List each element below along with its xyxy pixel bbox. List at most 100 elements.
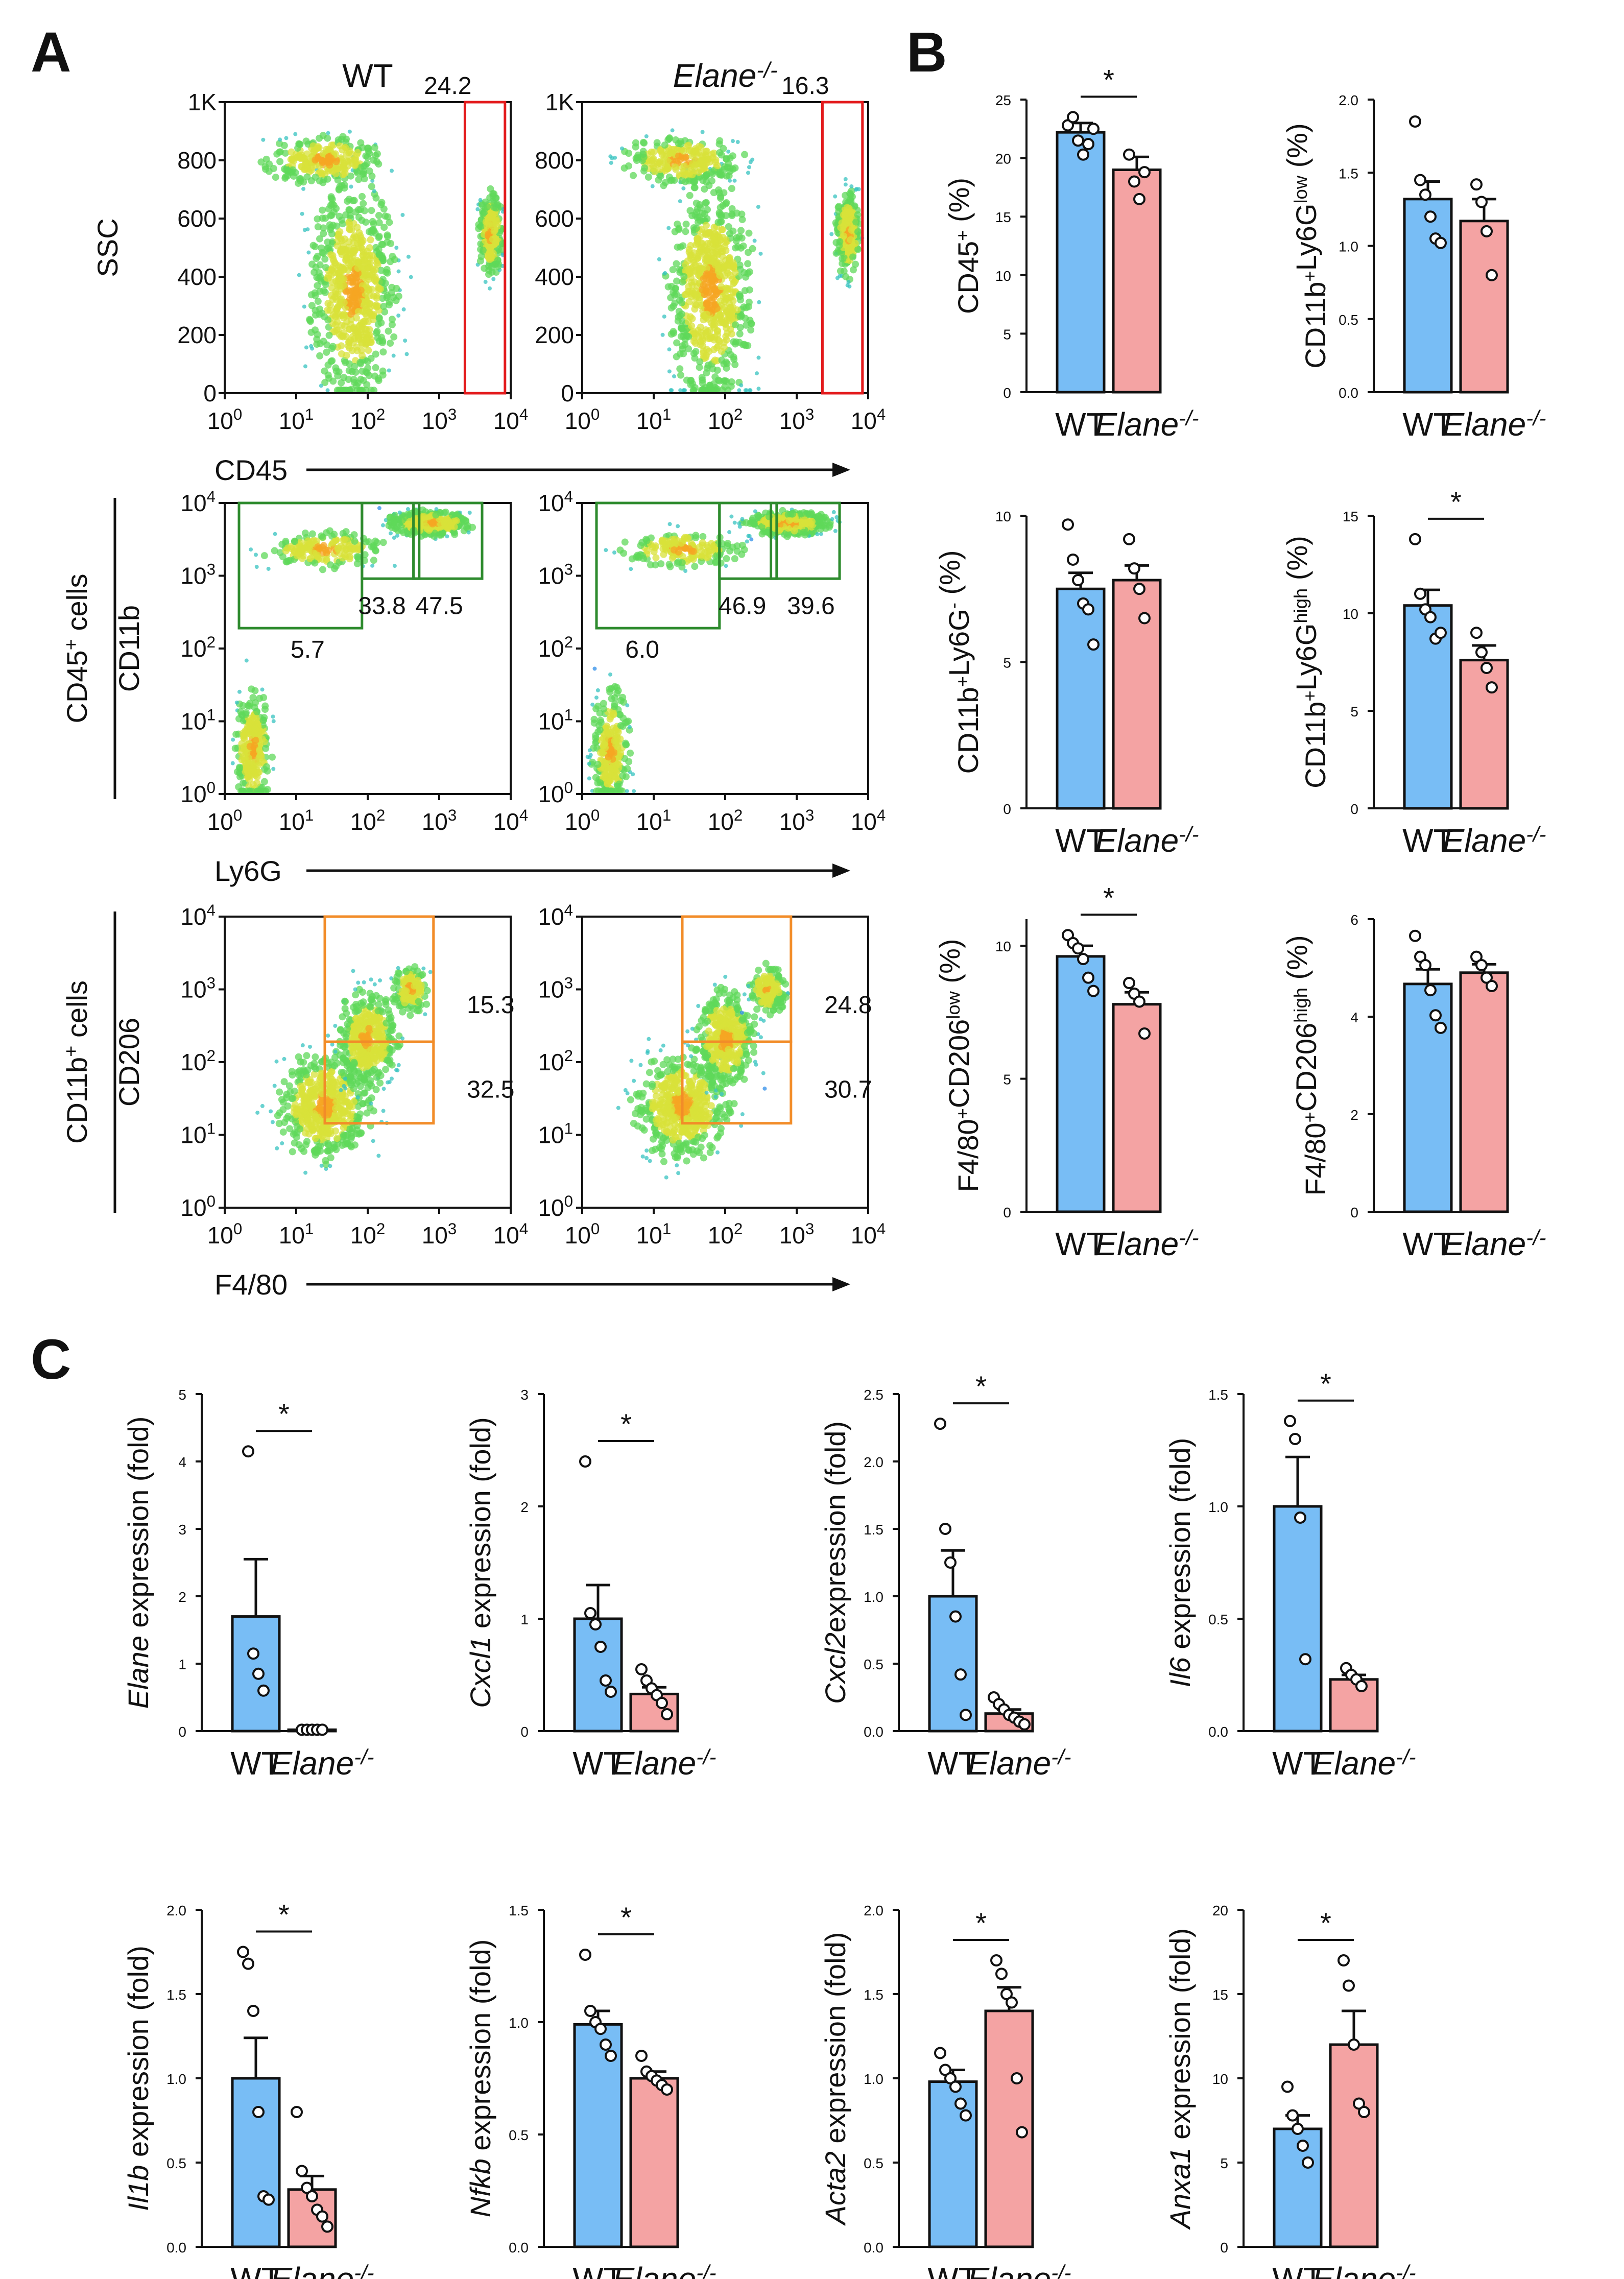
flow-event [335, 312, 343, 320]
flow-event [361, 257, 369, 265]
x-tick-label: 103 [779, 806, 815, 835]
flow-event [312, 1151, 319, 1159]
flow-event [350, 245, 358, 252]
flow-event [718, 318, 725, 325]
flow-event [640, 555, 648, 562]
flow-event [320, 338, 327, 345]
flow-event [271, 719, 276, 724]
flow-event [620, 164, 628, 172]
flow-event [652, 554, 660, 562]
flow-event [729, 289, 737, 296]
x-tick-label-base: 10 [422, 407, 448, 434]
flow-event [255, 1110, 260, 1115]
x-tick-label-exp: 3 [805, 806, 814, 824]
flow-event [352, 991, 360, 999]
flow-event [704, 245, 712, 253]
x-tick-label-base: 10 [851, 407, 877, 434]
x-tick-label-exp: 4 [877, 806, 886, 824]
flow-event [830, 517, 834, 521]
flow-event [388, 321, 396, 328]
flow-event [406, 254, 411, 259]
flow-event [834, 515, 839, 519]
flow-event [691, 340, 699, 347]
flow-event [380, 224, 388, 231]
flow-event [314, 298, 322, 305]
flow-event [333, 305, 341, 313]
flow-event [745, 539, 749, 544]
flow-event [670, 329, 677, 337]
flow-event [353, 224, 361, 231]
flow-event [687, 377, 695, 385]
row-side-label-rest: cells [61, 980, 93, 1046]
flow-event [300, 1043, 305, 1048]
flow-event [675, 152, 682, 160]
flow-event [708, 281, 716, 289]
flow-event [370, 227, 377, 234]
flow-event [716, 338, 724, 345]
flow-event [831, 510, 836, 514]
flow-event [679, 342, 686, 350]
flow-event [332, 158, 340, 165]
flow-event [378, 279, 386, 286]
y-tick-label-base: 10 [538, 635, 564, 662]
flow-event [389, 253, 396, 260]
flow-event [695, 169, 703, 176]
flow-event [373, 294, 380, 302]
flow-event [753, 509, 757, 514]
flow-event [661, 141, 668, 149]
flow-event [690, 387, 698, 394]
flow-event [696, 201, 704, 209]
flow-event [390, 294, 397, 301]
flow-event [849, 253, 857, 261]
flow-event [672, 374, 676, 378]
flow-event [826, 521, 834, 529]
flow-event [370, 557, 377, 564]
flow-event [370, 179, 375, 183]
flow-event [294, 1068, 302, 1076]
flow-event [300, 1147, 308, 1155]
flow-event [374, 334, 381, 342]
flow-event [673, 339, 681, 347]
flow-event [428, 519, 436, 526]
flow-event [343, 150, 350, 158]
flow-event [260, 714, 268, 722]
flow-event [730, 338, 737, 346]
flow-event [378, 978, 383, 982]
flow-event [682, 220, 690, 228]
flow-event [320, 224, 327, 232]
flow-event [737, 388, 742, 393]
flow-event [685, 333, 692, 341]
flow-event [310, 148, 318, 156]
x-tick-label-exp: 0 [591, 806, 600, 824]
flow-event [253, 708, 261, 715]
flow-event [306, 316, 314, 323]
flow-event [608, 154, 613, 159]
flow-event [291, 538, 298, 545]
flow-event [801, 516, 808, 524]
flow-event [334, 545, 342, 553]
x-tick-label-base: 10 [565, 808, 591, 835]
flow-event [611, 772, 618, 780]
flow-event [694, 214, 701, 222]
flow-event [390, 333, 398, 341]
gate-percentage: 33.8 [358, 593, 405, 620]
flow-event [701, 210, 709, 218]
flow-event [683, 534, 691, 541]
x-tick-label-exp: 0 [591, 405, 600, 423]
flow-event [732, 520, 737, 525]
flow-event [747, 319, 755, 327]
flow-event [311, 243, 319, 251]
flow-event [329, 343, 337, 350]
flow-event [338, 237, 346, 245]
x-tick-label-exp: 1 [305, 405, 314, 423]
flow-event [615, 780, 623, 788]
y-tick-label-exp: 0 [207, 779, 216, 797]
flow-event [381, 308, 389, 316]
flow-event [746, 286, 753, 294]
flow-event [715, 268, 723, 275]
flow-event [359, 387, 366, 394]
flow-event [617, 722, 625, 729]
flow-event [737, 524, 742, 529]
flow-event [326, 1034, 330, 1038]
flow-event [354, 308, 362, 316]
